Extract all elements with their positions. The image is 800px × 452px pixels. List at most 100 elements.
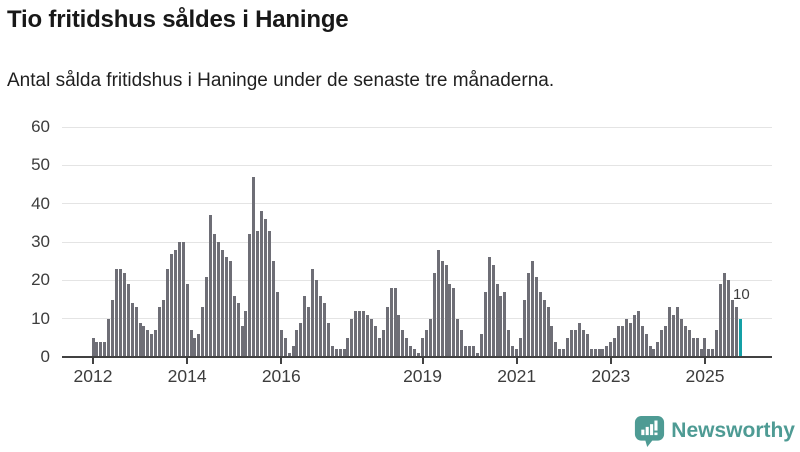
bar (530, 261, 534, 357)
bar (562, 349, 566, 357)
gridline-40 (62, 203, 772, 205)
bar (169, 253, 173, 357)
bar (507, 330, 511, 357)
bar (460, 330, 464, 357)
bar (452, 288, 456, 357)
bar (264, 219, 268, 357)
bar (636, 311, 640, 357)
bar (322, 303, 326, 357)
bar (228, 261, 232, 357)
bar (103, 341, 107, 357)
bar (283, 337, 287, 357)
bar (315, 280, 319, 357)
bar (107, 318, 111, 357)
bar (405, 337, 409, 357)
bar (601, 349, 605, 357)
gridline-20 (62, 279, 772, 281)
bar (503, 291, 507, 357)
bar (260, 211, 264, 357)
bar (589, 349, 593, 357)
brand-name[interactable]: Newsworthy (671, 419, 795, 442)
bar (550, 326, 554, 357)
x-axis-label-2019: 2019 (403, 366, 442, 386)
bar (656, 341, 660, 357)
bar (330, 345, 334, 357)
bar (287, 353, 291, 357)
bar (303, 295, 307, 357)
bar (644, 334, 648, 357)
x-axis-label-2012: 2012 (73, 366, 113, 386)
x-axis-label-2016: 2016 (261, 366, 301, 386)
bar (440, 261, 444, 357)
bar (358, 311, 362, 357)
bar (162, 299, 166, 357)
bar (126, 284, 130, 357)
bar (628, 322, 632, 357)
bar (142, 326, 146, 357)
bar (244, 311, 248, 357)
bar (546, 307, 550, 357)
bar (609, 341, 613, 357)
gridline-10 (62, 318, 772, 320)
bar (248, 234, 252, 357)
bar (679, 318, 683, 357)
bar (197, 334, 201, 357)
bar (389, 288, 393, 357)
bar (158, 307, 162, 357)
bar (574, 330, 578, 357)
x-tick-2016 (280, 358, 283, 364)
bar (648, 345, 652, 357)
bar (621, 326, 625, 357)
x-axis-line (62, 356, 772, 358)
bar (542, 299, 546, 357)
bar (146, 330, 150, 357)
bar (511, 345, 515, 357)
bar (566, 337, 570, 357)
bar (334, 349, 338, 357)
y-axis-label-0: 0 (40, 347, 50, 366)
bar (373, 326, 377, 357)
bar (209, 215, 213, 357)
bar (220, 249, 224, 357)
y-axis-label-20: 20 (31, 270, 50, 290)
bar (189, 330, 193, 357)
gridline-50 (62, 164, 772, 166)
bar (487, 257, 491, 357)
bar-highlighted (738, 318, 742, 357)
bar (326, 322, 330, 357)
bar (687, 330, 691, 357)
gridline-60 (62, 126, 772, 128)
bar (385, 307, 389, 357)
bar (585, 334, 589, 357)
bar (193, 337, 197, 357)
bar (350, 318, 354, 357)
newsworthy-logo[interactable]: Newsworthy (634, 415, 795, 447)
bar (130, 303, 134, 357)
bar (625, 318, 629, 357)
bar (99, 341, 103, 357)
chart-subtitle: Antal sålda fritidshus i Haninge under d… (7, 70, 555, 91)
bar (730, 299, 734, 357)
bar (479, 334, 483, 357)
bar (173, 249, 177, 357)
bar (483, 291, 487, 357)
bar (275, 291, 279, 357)
bar (377, 337, 381, 357)
bar (475, 353, 479, 357)
bar (354, 311, 358, 357)
bar (115, 268, 119, 357)
bar (166, 268, 170, 357)
bar (668, 307, 672, 357)
bar (432, 272, 436, 357)
bar (311, 268, 315, 357)
bar (154, 330, 158, 357)
bar (279, 330, 283, 357)
bar (523, 299, 527, 357)
bar (464, 345, 468, 357)
bar (362, 311, 366, 357)
bar (617, 326, 621, 357)
bar (703, 337, 707, 357)
bar (342, 349, 346, 357)
